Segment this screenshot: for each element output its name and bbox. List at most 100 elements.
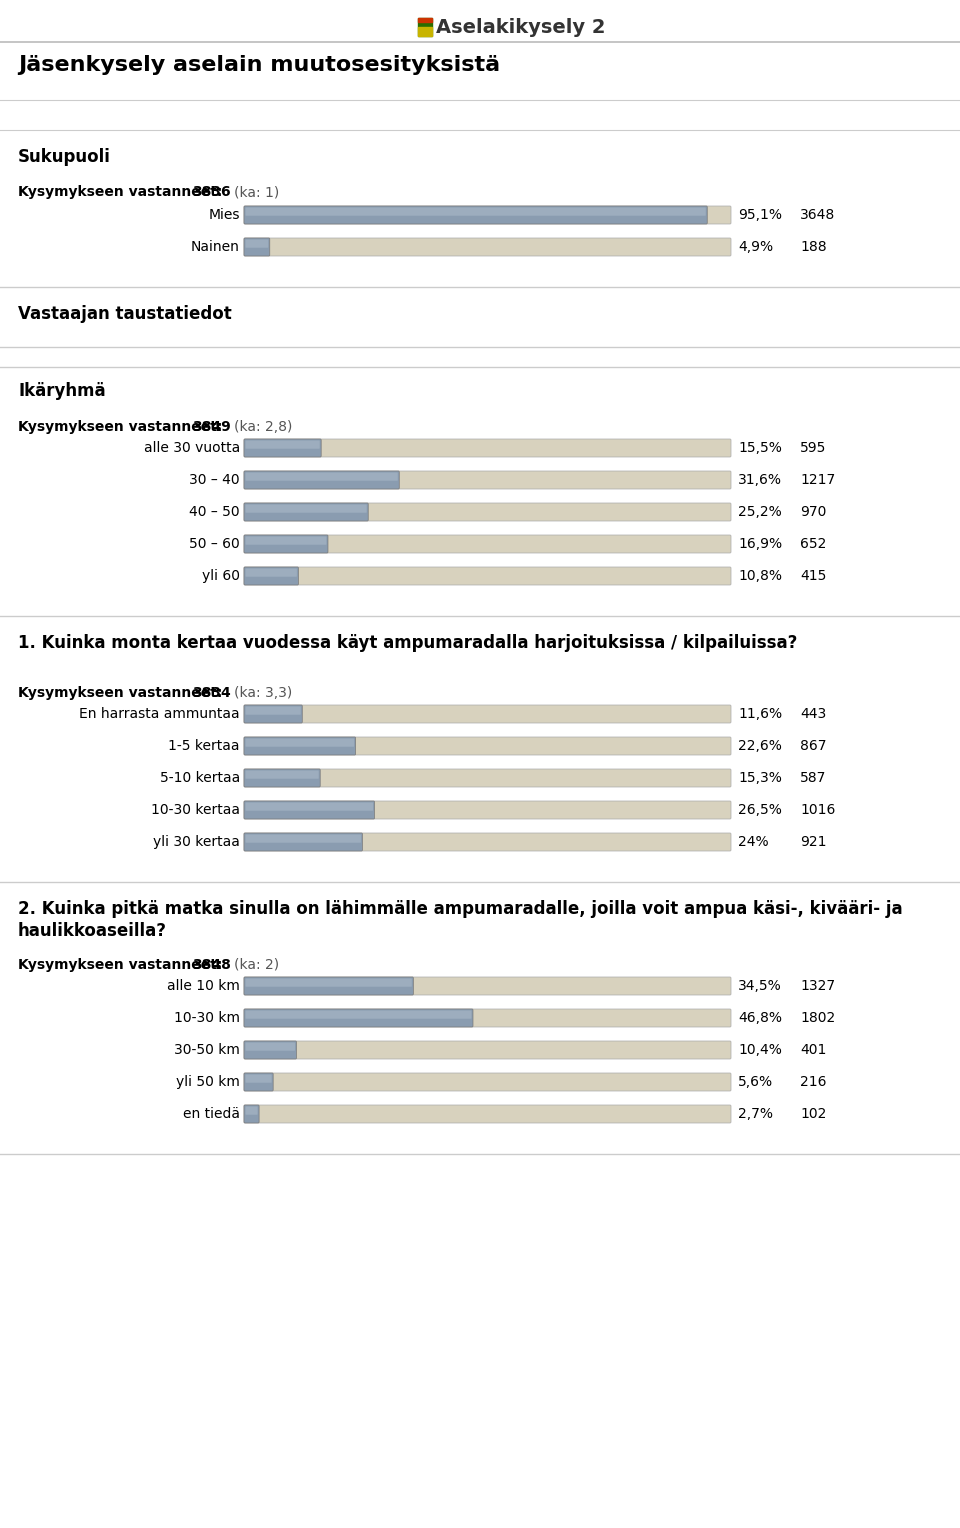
Text: (ka: 3,3): (ka: 3,3) — [234, 686, 292, 700]
FancyBboxPatch shape — [246, 568, 297, 576]
Text: Kysymykseen vastanneet:: Kysymykseen vastanneet: — [18, 958, 228, 972]
Text: 24%: 24% — [738, 834, 769, 850]
FancyBboxPatch shape — [244, 976, 731, 995]
FancyBboxPatch shape — [244, 535, 731, 553]
Text: yli 50 km: yli 50 km — [176, 1076, 240, 1089]
Text: Sukupuoli: Sukupuoli — [18, 148, 110, 167]
Text: 15,3%: 15,3% — [738, 772, 781, 785]
FancyBboxPatch shape — [246, 1106, 257, 1115]
FancyBboxPatch shape — [244, 1073, 731, 1091]
Text: 25,2%: 25,2% — [738, 504, 781, 520]
FancyBboxPatch shape — [244, 704, 302, 723]
Text: 22,6%: 22,6% — [738, 740, 781, 753]
Text: en tiedä: en tiedä — [183, 1106, 240, 1122]
Text: alle 30 vuotta: alle 30 vuotta — [144, 442, 240, 455]
Text: 2,7%: 2,7% — [738, 1106, 773, 1122]
FancyBboxPatch shape — [246, 770, 319, 779]
FancyBboxPatch shape — [244, 567, 731, 585]
FancyBboxPatch shape — [244, 471, 731, 489]
Text: 1-5 kertaa: 1-5 kertaa — [169, 740, 240, 753]
FancyBboxPatch shape — [244, 801, 374, 819]
Text: 3834: 3834 — [192, 686, 230, 700]
FancyBboxPatch shape — [246, 706, 300, 715]
Text: 11,6%: 11,6% — [738, 707, 782, 721]
FancyBboxPatch shape — [244, 1008, 473, 1027]
FancyBboxPatch shape — [244, 833, 731, 851]
Text: 26,5%: 26,5% — [738, 804, 781, 817]
FancyBboxPatch shape — [246, 978, 412, 987]
FancyBboxPatch shape — [244, 238, 731, 257]
FancyBboxPatch shape — [244, 206, 708, 225]
Text: (ka: 2): (ka: 2) — [234, 958, 279, 972]
Text: Mies: Mies — [208, 208, 240, 222]
Text: 1. Kuinka monta kertaa vuodessa käyt ampumaradalla harjoituksissa / kilpailuissa: 1. Kuinka monta kertaa vuodessa käyt amp… — [18, 634, 798, 652]
Text: 5,6%: 5,6% — [738, 1076, 773, 1089]
Text: 46,8%: 46,8% — [738, 1012, 782, 1025]
FancyBboxPatch shape — [244, 1008, 731, 1027]
Text: 5-10 kertaa: 5-10 kertaa — [159, 772, 240, 785]
FancyBboxPatch shape — [244, 439, 322, 457]
Text: En harrasta ammuntaa: En harrasta ammuntaa — [80, 707, 240, 721]
Text: 1802: 1802 — [800, 1012, 835, 1025]
FancyBboxPatch shape — [244, 471, 399, 489]
Text: 16,9%: 16,9% — [738, 536, 782, 552]
FancyBboxPatch shape — [246, 738, 354, 747]
FancyBboxPatch shape — [244, 801, 731, 819]
Text: yli 60: yli 60 — [202, 568, 240, 584]
Text: 50 – 60: 50 – 60 — [189, 536, 240, 552]
Text: Jäsenkysely aselain muutosesityksistä: Jäsenkysely aselain muutosesityksistä — [18, 55, 500, 75]
Bar — [418, 18, 432, 21]
Text: 34,5%: 34,5% — [738, 979, 781, 993]
FancyBboxPatch shape — [246, 240, 268, 248]
Bar — [418, 18, 432, 37]
FancyBboxPatch shape — [244, 736, 731, 755]
Text: Kysymykseen vastanneet:: Kysymykseen vastanneet: — [18, 686, 228, 700]
Text: Aselakikysely 2: Aselakikysely 2 — [436, 18, 606, 37]
FancyBboxPatch shape — [244, 567, 299, 585]
Text: 4,9%: 4,9% — [738, 240, 773, 254]
Text: alle 10 km: alle 10 km — [167, 979, 240, 993]
FancyBboxPatch shape — [246, 802, 373, 811]
Text: 30 – 40: 30 – 40 — [189, 474, 240, 487]
Text: 1217: 1217 — [800, 474, 835, 487]
Text: Nainen: Nainen — [191, 240, 240, 254]
FancyBboxPatch shape — [244, 976, 414, 995]
FancyBboxPatch shape — [244, 503, 369, 521]
FancyBboxPatch shape — [246, 1074, 272, 1083]
FancyBboxPatch shape — [244, 1073, 274, 1091]
FancyBboxPatch shape — [246, 472, 397, 481]
Text: (ka: 1): (ka: 1) — [234, 185, 279, 199]
Text: Kysymykseen vastanneet:: Kysymykseen vastanneet: — [18, 185, 228, 199]
Text: 3836: 3836 — [192, 185, 230, 199]
FancyBboxPatch shape — [244, 1105, 731, 1123]
FancyBboxPatch shape — [246, 834, 361, 843]
Text: (ka: 2,8): (ka: 2,8) — [234, 420, 293, 434]
FancyBboxPatch shape — [246, 536, 326, 544]
Text: 401: 401 — [800, 1044, 827, 1057]
Text: 40 – 50: 40 – 50 — [189, 504, 240, 520]
FancyBboxPatch shape — [246, 208, 706, 215]
FancyBboxPatch shape — [244, 439, 731, 457]
FancyBboxPatch shape — [244, 535, 328, 553]
Text: yli 30 kertaa: yli 30 kertaa — [154, 834, 240, 850]
FancyBboxPatch shape — [244, 1041, 297, 1059]
Text: 443: 443 — [800, 707, 827, 721]
Text: 415: 415 — [800, 568, 827, 584]
FancyBboxPatch shape — [244, 503, 731, 521]
FancyBboxPatch shape — [246, 1042, 295, 1051]
Text: 652: 652 — [800, 536, 827, 552]
FancyBboxPatch shape — [246, 1010, 471, 1019]
Text: Ikäryhmä: Ikäryhmä — [18, 382, 106, 400]
FancyBboxPatch shape — [244, 1041, 731, 1059]
Text: 867: 867 — [800, 740, 827, 753]
FancyBboxPatch shape — [244, 769, 731, 787]
Text: 95,1%: 95,1% — [738, 208, 782, 222]
Text: 216: 216 — [800, 1076, 827, 1089]
FancyBboxPatch shape — [246, 504, 367, 513]
Text: 3648: 3648 — [800, 208, 835, 222]
Text: 1327: 1327 — [800, 979, 835, 993]
Text: Vastaajan taustatiedot: Vastaajan taustatiedot — [18, 306, 231, 322]
Text: 2. Kuinka pitkä matka sinulla on lähimmälle ampumaradalle, joilla voit ampua käs: 2. Kuinka pitkä matka sinulla on lähimmä… — [18, 900, 902, 918]
Text: 1016: 1016 — [800, 804, 835, 817]
FancyBboxPatch shape — [244, 769, 321, 787]
